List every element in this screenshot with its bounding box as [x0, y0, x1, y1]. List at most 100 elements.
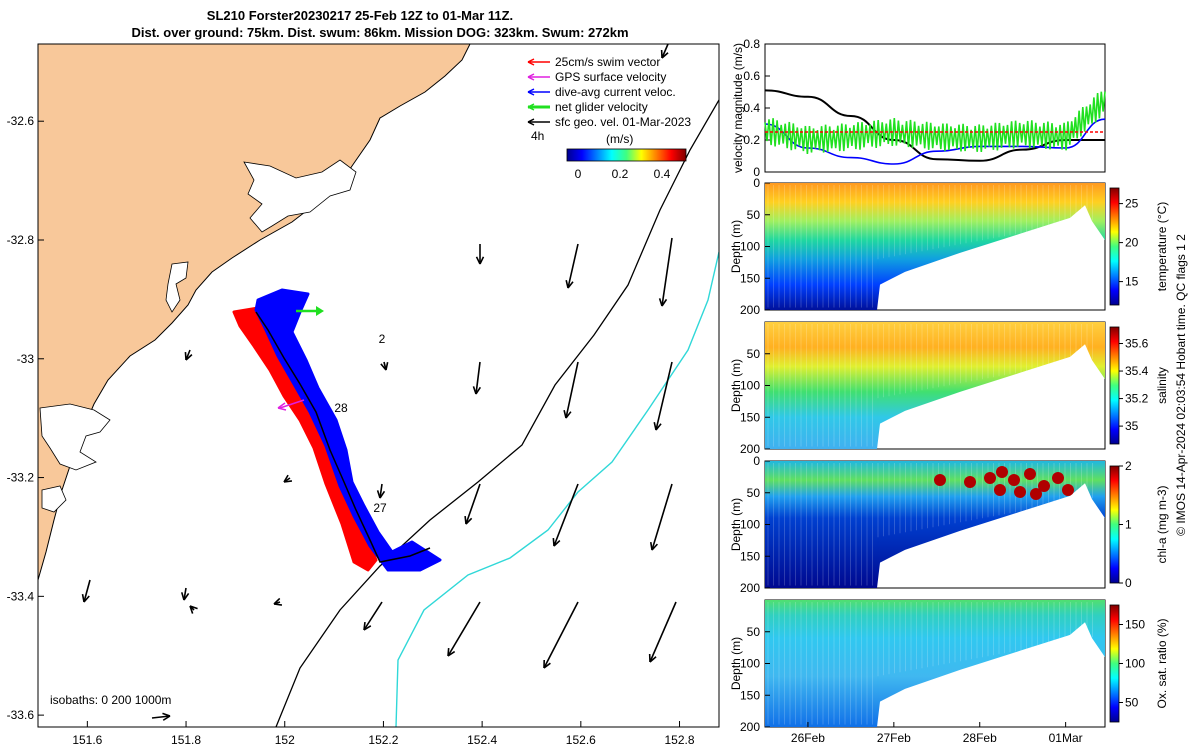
map-ytick-label: -33.2	[7, 471, 35, 485]
geostrophic-arrowhead	[660, 49, 669, 59]
depth-tick-label: 50	[747, 486, 761, 500]
chl-high-patch	[1052, 472, 1064, 484]
depth-axis-label: Depth (m)	[729, 498, 743, 551]
section-fill	[765, 322, 1105, 449]
map-xtick-label: 151.8	[171, 733, 201, 747]
colorbar-tick-label: 0	[1125, 576, 1132, 590]
depth-tick-label: 50	[747, 208, 761, 222]
geostrophic-arrowhead	[464, 515, 473, 525]
map-estuary	[39, 403, 111, 471]
geostrophic-arrow	[661, 237, 673, 307]
colorbar-tick-label: 35.2	[1125, 392, 1149, 406]
depth-tick-label: 100	[740, 240, 760, 254]
geostrophic-arrowhead	[648, 653, 657, 663]
colorbar-tick-label: 35	[1125, 419, 1139, 433]
colorbar-tick-label: 1	[1125, 518, 1132, 532]
dive-avg-current-blue	[254, 288, 442, 572]
colorbar-tick-label: 15	[1125, 275, 1139, 289]
depth-axis-label: Depth (m)	[729, 359, 743, 412]
section-fill	[765, 183, 1105, 310]
geostrophic-arrowhead	[380, 362, 389, 371]
time-tick-label: 27Feb	[877, 731, 911, 745]
geostrophic-arrow	[565, 361, 579, 419]
legend-label: GPS surface velocity	[555, 70, 666, 84]
isobath-1000	[395, 251, 719, 727]
geostrophic-arrowhead	[475, 256, 485, 265]
map-ytick-label: -33	[17, 352, 35, 366]
legend-arrowhead	[527, 103, 535, 111]
colorbar-label: Ox. sat. ratio (%)	[1155, 618, 1169, 708]
geostrophic-arrowhead	[363, 621, 372, 631]
legend-label: dive-avg current veloc.	[555, 85, 676, 99]
geostrophic-arrow	[543, 601, 579, 669]
velocity-ytick-label: 0.2	[743, 133, 760, 147]
legend-arrowhead	[527, 88, 535, 96]
legend-4h-label: 4h	[531, 129, 544, 143]
map-xtick-label: 152.4	[467, 733, 497, 747]
depth-tick-label: 200	[740, 581, 760, 595]
section-colorbar	[1109, 465, 1120, 584]
depth-tick-label: 100	[740, 518, 760, 532]
time-tick-label: 26Feb	[791, 731, 825, 745]
depth-tick-label: 200	[740, 442, 760, 456]
time-tick-label: 01Mar	[1049, 731, 1083, 745]
map-xtick-label: 152.6	[566, 733, 596, 747]
map-colorbar-tick-label: 0.4	[654, 167, 671, 181]
geostrophic-arrow	[465, 483, 481, 525]
colorbar-tick-label: 25	[1125, 197, 1139, 211]
depth-axis-label: Depth (m)	[729, 637, 743, 690]
chl-high-patch	[934, 474, 946, 486]
legend-label: sfc geo. vel. 01-Mar-2023	[555, 115, 691, 129]
section-colorbar	[1109, 326, 1120, 445]
gps-velocity-arrowhead	[277, 402, 287, 411]
depth-tick-label: 150	[740, 410, 760, 424]
map-colorbar-tick-label: 0.2	[612, 167, 629, 181]
chl-high-patch	[1014, 486, 1026, 498]
section-fill	[765, 600, 1105, 727]
chl-high-patch	[1038, 480, 1050, 492]
time-tick-label: 28Feb	[963, 731, 997, 745]
map-colorbar-tick-label: 0	[575, 167, 582, 181]
geostrophic-arrowhead	[653, 422, 662, 431]
geostrophic-arrow	[553, 483, 579, 547]
track-day-labels: 2 28 27	[334, 332, 387, 515]
figure-title-line2: Dist. over ground: 75km. Dist. swum: 86k…	[131, 25, 629, 40]
depth-tick-label: 100	[740, 379, 760, 393]
glider-path	[255, 311, 431, 563]
geostrophic-arrowhead	[273, 597, 283, 606]
map-inlet	[165, 261, 189, 313]
chl-high-patch	[1062, 484, 1074, 496]
geostrophic-arrowhead	[543, 659, 551, 669]
footer-credit: © IMOS 14-Apr-2024 02:03:54 Hobart time.…	[1174, 234, 1188, 536]
track-label: 2	[379, 332, 386, 346]
geostrophic-arrow	[475, 361, 481, 395]
depth-tick-label: 150	[740, 271, 760, 285]
geostrophic-arrowhead	[162, 712, 171, 721]
geostrophic-arrowhead	[658, 298, 668, 307]
chl-high-patch	[994, 484, 1006, 496]
geostrophic-arrow	[151, 715, 171, 719]
chl-high-patch	[964, 476, 976, 488]
map-lake	[243, 159, 357, 233]
geostrophic-arrow	[183, 587, 187, 601]
velocity-ytick-label: 0.4	[743, 101, 760, 115]
geostrophic-arrow	[363, 601, 383, 631]
depth-tick-label: 0	[753, 176, 760, 190]
depth-tick-label: 100	[740, 657, 760, 671]
legend-arrowhead	[527, 73, 535, 81]
colorbar-label: salinity	[1155, 367, 1169, 404]
geostrophic-arrowhead	[283, 474, 293, 483]
geostrophic-arrow	[567, 243, 579, 289]
legend-label: 25cm/s swim vector	[555, 55, 660, 69]
velocity-ytick-label: 0.6	[743, 69, 760, 83]
depth-tick-label: 200	[740, 303, 760, 317]
depth-tick-label: 50	[747, 625, 761, 639]
map-colorbar-ticks: 0 0.2 0.4	[575, 167, 671, 181]
colorbar-tick-label: 100	[1125, 657, 1145, 671]
legend-arrowhead	[527, 58, 535, 66]
gps-velocity-arrow	[279, 399, 305, 409]
map-panel: 151.6 151.8 152 152.2 152.4 152.6 152.8 -32.6 -3…	[7, 43, 720, 747]
colorbar-label: temperature (°C)	[1155, 202, 1169, 292]
